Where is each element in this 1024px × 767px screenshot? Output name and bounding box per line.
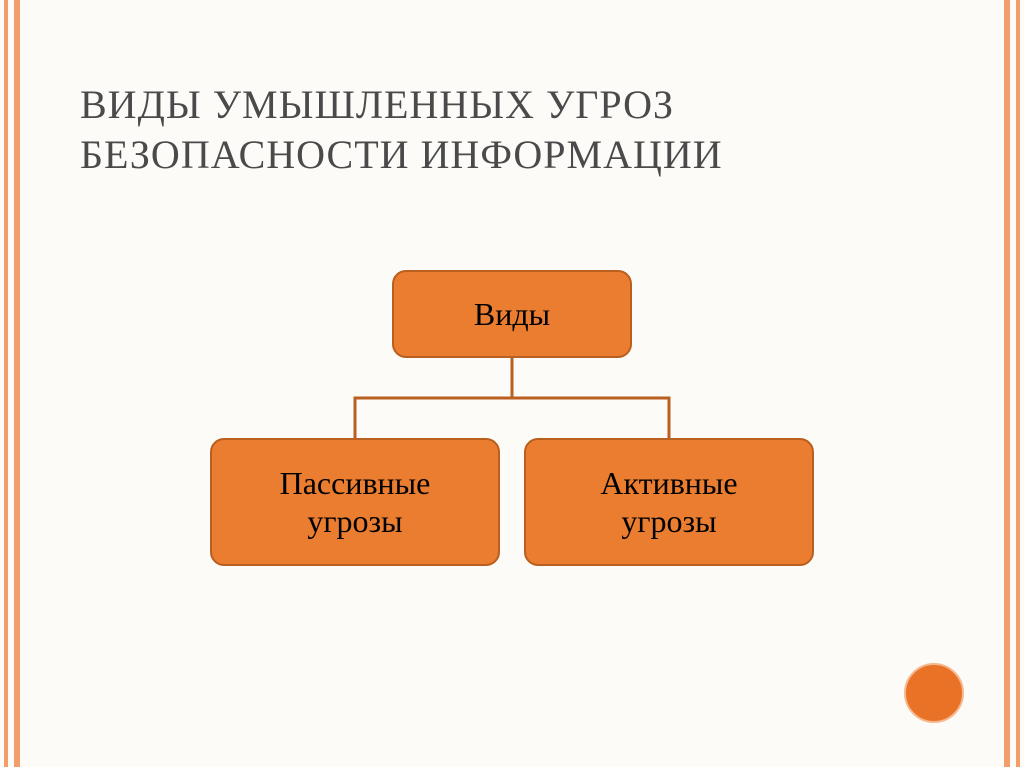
decorative-circle-icon — [904, 663, 964, 723]
hierarchy-diagram: Виды Пассивные угрозы Активные угрозы — [0, 270, 1024, 590]
title-line-2: безопасности информации — [80, 130, 723, 180]
node-left-label: Пассивные угрозы — [241, 464, 470, 541]
node-right-label: Активные угрозы — [555, 464, 784, 541]
slide: Виды умышленных угроз безопасности инфор… — [0, 0, 1024, 767]
slide-title: Виды умышленных угроз безопасности инфор… — [80, 80, 723, 180]
node-root-label: Виды — [474, 296, 550, 333]
node-root: Виды — [392, 270, 632, 358]
node-right: Активные угрозы — [524, 438, 814, 566]
title-line-1: Виды умышленных угроз — [80, 80, 723, 130]
node-left: Пассивные угрозы — [210, 438, 500, 566]
